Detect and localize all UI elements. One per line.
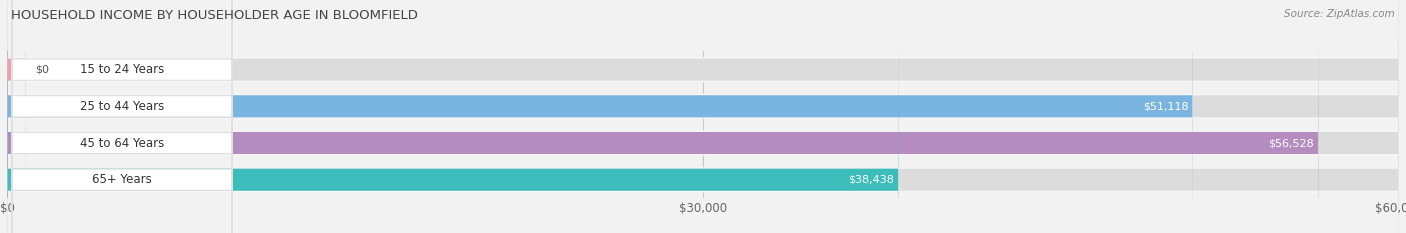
Text: 65+ Years: 65+ Years (91, 173, 152, 186)
FancyBboxPatch shape (11, 0, 232, 233)
FancyBboxPatch shape (11, 0, 232, 233)
FancyBboxPatch shape (7, 0, 898, 233)
FancyBboxPatch shape (7, 0, 1399, 233)
FancyBboxPatch shape (7, 0, 1399, 233)
FancyBboxPatch shape (7, 167, 1399, 192)
FancyBboxPatch shape (7, 0, 1319, 233)
Text: 25 to 44 Years: 25 to 44 Years (80, 100, 165, 113)
FancyBboxPatch shape (7, 130, 1399, 155)
Text: 15 to 24 Years: 15 to 24 Years (80, 63, 165, 76)
Text: $38,438: $38,438 (848, 175, 894, 185)
Text: $56,528: $56,528 (1268, 138, 1313, 148)
FancyBboxPatch shape (11, 0, 232, 233)
Text: 45 to 64 Years: 45 to 64 Years (80, 137, 165, 150)
FancyBboxPatch shape (11, 0, 232, 233)
Text: $51,118: $51,118 (1143, 101, 1188, 111)
Text: Source: ZipAtlas.com: Source: ZipAtlas.com (1284, 9, 1395, 19)
Text: $0: $0 (35, 65, 49, 75)
Text: HOUSEHOLD INCOME BY HOUSEHOLDER AGE IN BLOOMFIELD: HOUSEHOLD INCOME BY HOUSEHOLDER AGE IN B… (11, 9, 418, 22)
FancyBboxPatch shape (7, 0, 25, 233)
FancyBboxPatch shape (7, 94, 1399, 119)
FancyBboxPatch shape (7, 57, 1399, 82)
FancyBboxPatch shape (7, 0, 1192, 233)
FancyBboxPatch shape (7, 0, 1399, 233)
FancyBboxPatch shape (7, 0, 1399, 233)
